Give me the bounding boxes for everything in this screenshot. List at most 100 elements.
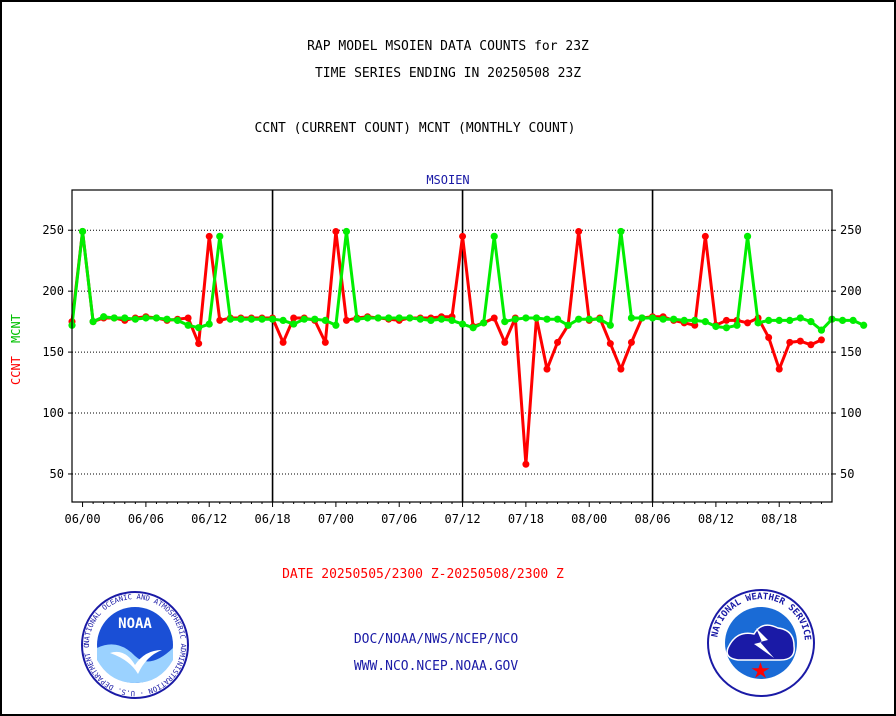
mcnt-series-point [712, 322, 720, 331]
mcnt-series-point [796, 314, 804, 322]
mcnt-series-point [765, 316, 773, 325]
mcnt-series-point [237, 315, 245, 323]
mcnt-series-point [860, 321, 868, 329]
mcnt-series-point [363, 314, 372, 322]
mcnt-series-point [89, 318, 97, 326]
mcnt-series-point [247, 315, 256, 323]
mcnt-series-point [680, 316, 688, 325]
mcnt-series-point [311, 315, 319, 323]
mcnt-series-point [722, 324, 731, 332]
mcnt-series-point [321, 316, 329, 325]
y-tick-label-left: 100 [42, 406, 64, 420]
y-axis-label-ccnt: CCNT [9, 356, 23, 385]
x-tick-label: 07/18 [508, 512, 544, 526]
x-tick-label: 07/06 [381, 512, 417, 526]
mcnt-series-point [374, 314, 382, 322]
mcnt-series-point [395, 314, 403, 322]
mcnt-series-point [807, 318, 815, 326]
mcnt-series-point [290, 320, 298, 328]
x-tick-label: 07/12 [444, 512, 480, 526]
y-axis-label-mcnt: MCNT [9, 314, 23, 343]
mcnt-series-point [448, 316, 456, 325]
mcnt-series-point [342, 227, 351, 236]
ccnt-series-point [701, 232, 709, 240]
mcnt-series-point [701, 318, 709, 326]
nws-logo: NATIONAL WEATHER SERVICE [707, 589, 815, 697]
y-tick-label-left: 50 [50, 467, 64, 481]
ccnt-series-point [321, 338, 329, 346]
mcnt-series-point [385, 314, 393, 322]
x-tick-label: 06/12 [191, 512, 227, 526]
y-tick-label-left: 250 [42, 223, 64, 237]
mcnt-series-point [490, 232, 498, 240]
mcnt-series-point [606, 321, 614, 329]
mcnt-series-point [110, 314, 118, 322]
ccnt-series-point [522, 460, 530, 468]
mcnt-series-point [670, 315, 678, 323]
ccnt-series-point [722, 316, 730, 324]
ccnt-series-point [290, 314, 298, 322]
mcnt-series-point [480, 319, 488, 327]
mcnt-series-point [121, 314, 129, 322]
ccnt-series-point [543, 365, 551, 373]
mcnt-series-point [258, 315, 266, 323]
mcnt-series-point [754, 319, 762, 327]
mcnt-series-point [78, 227, 87, 236]
mcnt-series-point [216, 232, 224, 240]
ccnt-series-point [627, 338, 635, 346]
ccnt-series-point [279, 338, 287, 346]
mcnt-series-point [511, 315, 519, 323]
mcnt-series-point [543, 315, 551, 323]
ccnt-series-point [195, 340, 203, 348]
y-tick-label-right: 100 [840, 406, 862, 420]
ccnt-series-point [606, 340, 614, 348]
mcnt-series-point [596, 315, 604, 323]
mcnt-series-point [585, 315, 593, 323]
footer-url[interactable]: WWW.NCO.NCEP.NOAA.GOV [353, 659, 519, 674]
x-tick-label: 08/06 [634, 512, 670, 526]
x-tick-label: 07/00 [318, 512, 354, 526]
y-tick-label-right: 200 [840, 284, 862, 298]
mcnt-series-point [648, 314, 657, 322]
mcnt-series-point [659, 315, 667, 323]
mcnt-series-point [617, 227, 625, 236]
ccnt-series-point [184, 314, 192, 322]
plot-area-border [71, 189, 833, 503]
y-tick-label-left: 150 [42, 345, 64, 359]
x-axis-label: DATE 20250505/2300 Z-20250508/2300 Z [282, 567, 564, 582]
mcnt-series-point [458, 320, 467, 328]
mcnt-series-line [70, 229, 865, 332]
ccnt-series-point [216, 316, 224, 324]
mcnt-series-point [469, 324, 477, 332]
mcnt-series-point [532, 314, 541, 322]
mcnt-series-point [353, 315, 361, 323]
footer-org: DOC/NOAA/NWS/NCEP/NCO [353, 632, 519, 647]
chart-series-title: MSOIEN [426, 173, 469, 187]
chart-title-line3: CCNT (CURRENT COUNT) MCNT (MONTHLY COUNT… [254, 121, 576, 136]
chart-title-line1: RAP MODEL MSOIEN DATA COUNTS for 23Z [307, 39, 589, 54]
mcnt-series-point [786, 316, 794, 325]
mcnt-series-point [838, 316, 847, 325]
y-tick-label-left: 200 [42, 284, 64, 298]
mcnt-series-point [406, 314, 414, 322]
ccnt-series-point [501, 338, 509, 346]
mcnt-series-point [205, 320, 213, 328]
mcnt-series-point [195, 324, 203, 332]
mcnt-series-point [100, 313, 108, 321]
mcnt-series-point [638, 314, 646, 322]
mcnt-series-point [279, 316, 287, 325]
x-tick-label: 08/00 [571, 512, 607, 526]
mcnt-series-point [627, 314, 636, 322]
ccnt-series-point [332, 227, 340, 235]
y-tick-label-right: 250 [840, 223, 862, 237]
ccnt-series-point [459, 232, 467, 240]
mcnt-series-point [817, 326, 826, 334]
ccnt-series-point [786, 338, 794, 346]
chart-title-line2: TIME SERIES ENDING IN 20250508 23Z [314, 66, 582, 81]
mcnt-series-point [163, 315, 171, 323]
mcnt-series-point [501, 318, 509, 326]
x-tick-label: 08/18 [761, 512, 797, 526]
x-tick-label: 08/12 [698, 512, 734, 526]
ccnt-series-point [765, 333, 773, 341]
